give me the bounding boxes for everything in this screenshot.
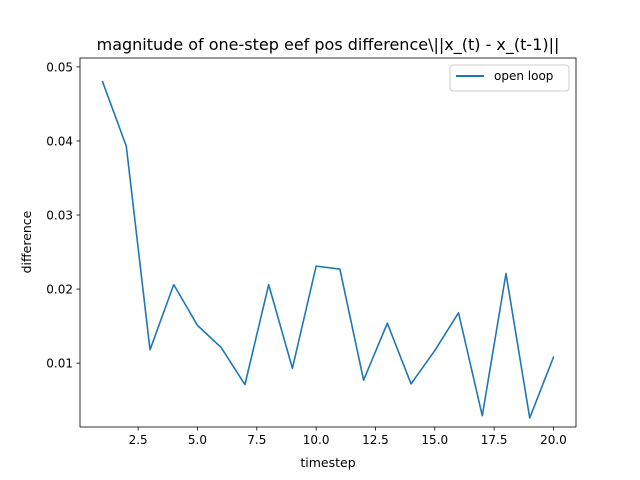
y-tick-label: 0.01 bbox=[46, 357, 73, 371]
y-tick-label: 0.03 bbox=[46, 209, 73, 223]
x-tick-label: 10.0 bbox=[303, 433, 330, 447]
x-tick-label: 5.0 bbox=[188, 433, 207, 447]
y-axis-label: difference bbox=[19, 210, 34, 273]
x-tick-label: 2.5 bbox=[129, 433, 148, 447]
series-line-open-loop bbox=[101, 80, 555, 419]
x-tick-label: 17.5 bbox=[481, 433, 508, 447]
y-axis: 0.01 0.02 0.03 0.04 0.05 bbox=[46, 60, 80, 371]
x-axis-label: timestep bbox=[300, 455, 355, 470]
x-tick-label: 12.5 bbox=[362, 433, 389, 447]
legend-label: open loop bbox=[494, 69, 553, 83]
legend: open loop bbox=[449, 64, 570, 92]
legend-box bbox=[449, 64, 570, 92]
chart-title: magnitude of one-step eef pos difference… bbox=[97, 35, 560, 55]
y-tick-label: 0.04 bbox=[46, 134, 73, 148]
x-tick-label: 20.0 bbox=[540, 433, 567, 447]
series-layer bbox=[101, 80, 555, 419]
x-axis: 2.5 5.0 7.5 10.0 12.5 15.0 17.5 20.0 bbox=[129, 427, 567, 447]
y-tick-label: 0.05 bbox=[46, 60, 73, 74]
plot-area bbox=[80, 58, 576, 427]
x-tick-label: 15.0 bbox=[421, 433, 448, 447]
x-tick-label: 7.5 bbox=[247, 433, 266, 447]
plot-frame bbox=[79, 57, 577, 428]
y-tick-label: 0.02 bbox=[46, 283, 73, 297]
